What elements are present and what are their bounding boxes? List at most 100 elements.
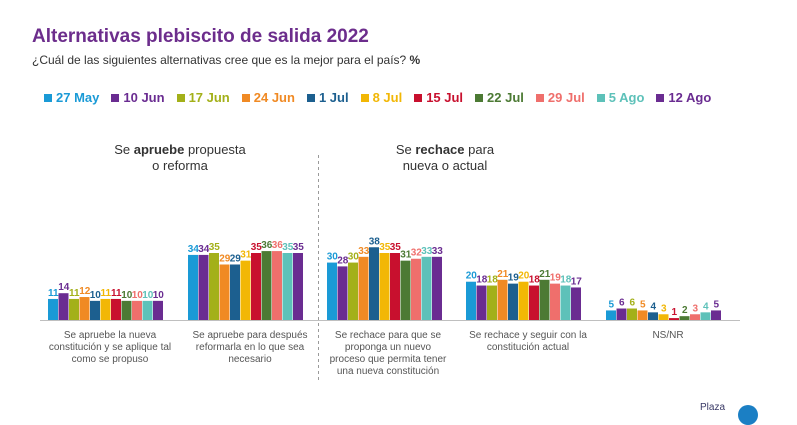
bar xyxy=(337,266,348,320)
bar xyxy=(48,298,58,320)
data-label: 1 xyxy=(671,307,677,318)
data-label: 3 xyxy=(661,303,667,314)
legend-swatch xyxy=(176,93,185,102)
bar xyxy=(142,300,153,320)
legend-item: 8 Jul xyxy=(360,90,403,105)
legend-swatch xyxy=(475,93,484,102)
legend-swatch xyxy=(656,93,665,102)
bar xyxy=(153,300,163,320)
bar xyxy=(282,253,293,320)
data-label: 36 xyxy=(261,240,273,251)
legend-label: 17 Jun xyxy=(188,90,230,105)
data-label: 10 xyxy=(132,290,144,301)
data-label: 31 xyxy=(240,250,252,261)
data-label: 33 xyxy=(358,246,370,257)
bar xyxy=(390,253,400,320)
data-label: 11 xyxy=(100,288,111,299)
data-label: 21 xyxy=(539,269,551,280)
bar xyxy=(637,310,648,320)
bar xyxy=(400,260,411,320)
legend-label: 5 Ago xyxy=(608,90,645,105)
bar xyxy=(293,253,303,320)
data-label: 35 xyxy=(379,242,391,253)
bar xyxy=(550,283,560,320)
bar xyxy=(209,253,219,320)
brand-logo-text: Plaza xyxy=(700,402,726,413)
bar xyxy=(711,310,721,320)
data-label: 33 xyxy=(421,246,433,257)
legend-label: 10 Jun xyxy=(123,90,165,105)
bar xyxy=(111,298,121,320)
data-label: 35 xyxy=(251,242,263,253)
data-label: 10 xyxy=(121,290,133,301)
legend-swatch xyxy=(360,93,369,102)
group-header-rechace: Se rechace para nueva o actual xyxy=(395,142,495,173)
bar xyxy=(69,298,79,320)
category-label: NS/NR xyxy=(652,330,683,341)
bar xyxy=(261,251,272,320)
bar xyxy=(90,300,100,320)
bar xyxy=(616,308,627,320)
data-label: 35 xyxy=(293,242,305,253)
data-label: 5 xyxy=(640,299,646,310)
bar xyxy=(421,256,432,320)
bar xyxy=(487,285,497,320)
bar xyxy=(432,256,442,320)
data-label: 35 xyxy=(209,242,221,253)
bar xyxy=(79,297,90,320)
bar xyxy=(627,308,637,320)
category-label: Se rechace y seguir con la xyxy=(469,330,587,341)
chart-subtitle: ¿Cuál de las siguientes alternativas cre… xyxy=(32,53,420,67)
legend-item: 10 Jun xyxy=(111,90,165,105)
data-label: 18 xyxy=(487,275,499,286)
legend-item: 15 Jul xyxy=(414,90,463,105)
data-label: 36 xyxy=(272,240,284,251)
bar xyxy=(700,312,711,320)
bar xyxy=(658,314,669,320)
unit-label: % xyxy=(409,53,421,67)
data-label: 11 xyxy=(48,288,59,299)
bar xyxy=(369,247,379,320)
legend-label: 8 Jul xyxy=(372,90,403,105)
data-label: 30 xyxy=(327,252,339,263)
data-label: 5 xyxy=(713,299,719,310)
data-label: 17 xyxy=(571,276,583,287)
data-label: 29 xyxy=(230,253,242,264)
category-label: Se apruebe la nueva xyxy=(64,330,157,341)
bar xyxy=(230,264,240,320)
data-label: 10 xyxy=(90,290,102,301)
category-label: como se propuso xyxy=(72,354,149,365)
legend-swatch xyxy=(414,93,423,102)
data-label: 6 xyxy=(619,298,625,309)
category-label: Se apruebe para después xyxy=(192,330,307,341)
legend-item: 12 Ago xyxy=(656,90,711,105)
legend-item: 1 Jul xyxy=(306,90,349,105)
category-label: proceso que permita tener xyxy=(330,354,447,365)
bar xyxy=(476,285,487,320)
data-label: 12 xyxy=(79,286,91,297)
data-label: 3 xyxy=(692,303,698,314)
data-label: 2 xyxy=(682,305,688,316)
data-label: 10 xyxy=(153,290,165,301)
data-label: 14 xyxy=(58,282,70,293)
bar xyxy=(251,253,261,320)
bar xyxy=(571,287,581,320)
bar xyxy=(58,293,69,320)
data-label: 34 xyxy=(188,244,200,255)
bar xyxy=(411,258,421,320)
legend-swatch xyxy=(306,93,315,102)
data-label: 32 xyxy=(411,248,423,259)
bar xyxy=(219,264,230,320)
legend-item: 24 Jun xyxy=(241,90,295,105)
data-label: 20 xyxy=(466,271,478,282)
bar xyxy=(198,254,209,320)
legend-label: 27 May xyxy=(56,90,100,105)
bar xyxy=(669,318,679,320)
data-label: 30 xyxy=(348,252,360,263)
bar xyxy=(497,279,508,320)
legend-label: 22 Jul xyxy=(487,90,524,105)
data-label: 11 xyxy=(69,288,80,299)
bar xyxy=(539,279,550,320)
page-title: Alternativas plebiscito de salida 2022 xyxy=(32,26,369,47)
category-label: Se rechace para que se xyxy=(335,330,442,341)
